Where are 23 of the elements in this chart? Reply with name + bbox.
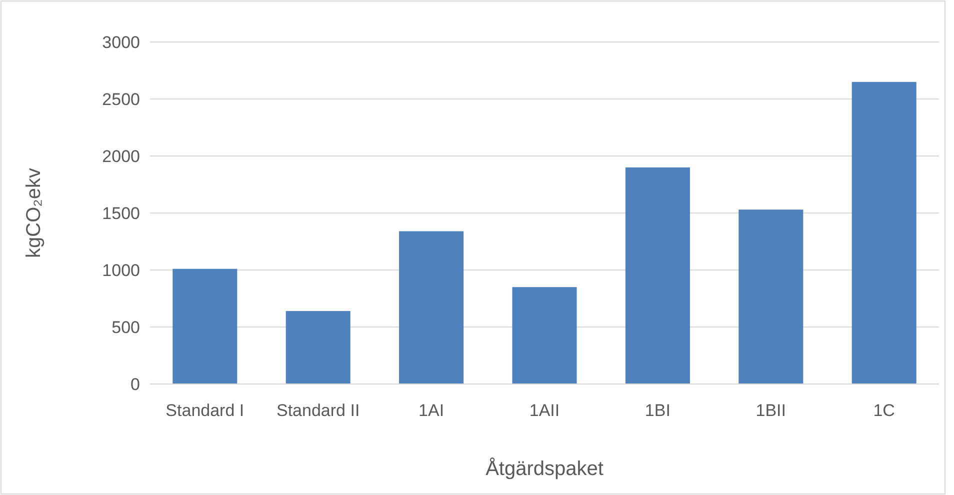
x-tick-label: 1AI	[418, 401, 444, 420]
x-tick-label: Standard I	[166, 401, 244, 420]
bar	[625, 167, 690, 384]
bar	[399, 231, 464, 384]
x-tick-label: 1BII	[756, 401, 786, 420]
x-tick-label: Standard II	[276, 401, 360, 420]
bar	[512, 287, 577, 384]
y-tick-label: 500	[112, 318, 140, 337]
bar	[738, 210, 804, 384]
bar	[172, 268, 238, 384]
x-axis-title: Åtgärdspaket	[486, 457, 604, 480]
x-tick-label: 1BI	[644, 401, 670, 420]
x-tick-label: 1AII	[529, 401, 560, 420]
bar	[852, 82, 916, 384]
y-tick-label: 1000	[102, 260, 140, 280]
y-axis-title: kgCO₂ekv	[23, 168, 45, 258]
bar	[286, 311, 350, 384]
x-tick-label: 1C	[873, 401, 895, 420]
y-tick-label: 2500	[102, 90, 140, 109]
y-tick-label: 0	[130, 374, 140, 394]
y-tick-label: 1500	[102, 204, 140, 223]
y-tick-label: 2000	[102, 146, 140, 166]
y-tick-label: 3000	[102, 32, 140, 52]
